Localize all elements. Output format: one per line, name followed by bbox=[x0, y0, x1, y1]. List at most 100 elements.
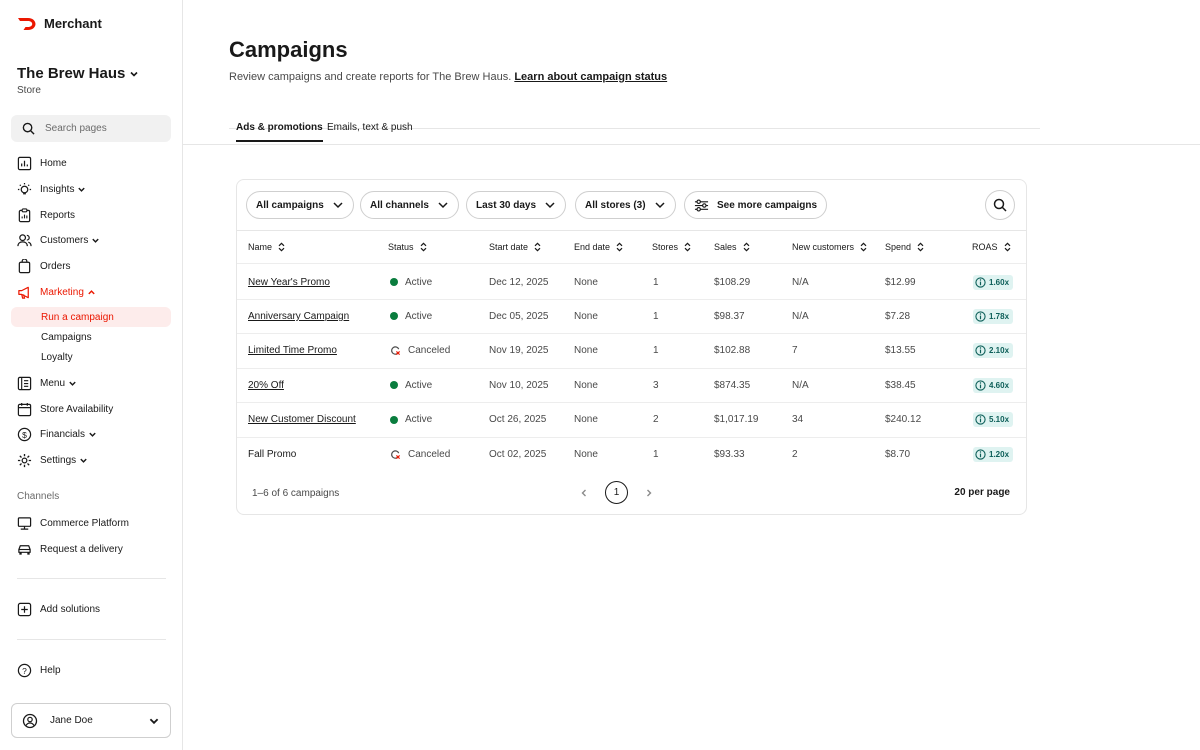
nav-menu[interactable]: Menu bbox=[11, 373, 171, 393]
status-badge: Active bbox=[390, 275, 432, 289]
start-date-cell: Dec 05, 2025 bbox=[489, 309, 549, 323]
roas-badge[interactable]: 5.10x bbox=[973, 412, 1014, 428]
roas-badge[interactable]: 1.20x bbox=[973, 446, 1014, 462]
column-header-sales[interactable]: Sales bbox=[714, 242, 750, 252]
column-header-label: Spend bbox=[885, 242, 912, 252]
end-date-cell: None bbox=[574, 378, 598, 392]
column-header-roas[interactable]: ROAS bbox=[972, 242, 1011, 252]
new-customers-value: N/A bbox=[792, 379, 809, 391]
info-icon bbox=[975, 448, 986, 460]
roas-badge[interactable]: 1.78x bbox=[973, 308, 1014, 324]
chevron-up-icon bbox=[88, 289, 95, 294]
nav-store-availability[interactable]: Store Availability bbox=[11, 399, 171, 419]
canceled-status-icon bbox=[391, 449, 401, 459]
roas-cell: 1.20x bbox=[973, 446, 1014, 462]
campaign-name-link[interactable]: Limited Time Promo bbox=[248, 344, 337, 358]
table-summary: 1–6 of 6 campaigns bbox=[252, 488, 340, 499]
row-divider bbox=[237, 299, 1026, 300]
spend-cell: $7.28 bbox=[885, 309, 910, 323]
chevron-down-icon bbox=[130, 71, 138, 77]
nav-help[interactable]: ? Help bbox=[11, 660, 171, 680]
sales-value: $874.35 bbox=[714, 379, 751, 391]
column-header-stores[interactable]: Stores bbox=[652, 242, 691, 252]
per-page-selector[interactable]: 20 per page bbox=[954, 487, 1010, 498]
start-date-value: Dec 05, 2025 bbox=[489, 310, 549, 322]
learn-campaign-status-link[interactable]: Learn about campaign status bbox=[514, 71, 668, 83]
sales-cell: $102.88 bbox=[714, 344, 750, 358]
active-status-icon bbox=[390, 278, 398, 286]
spend-value: $7.28 bbox=[885, 310, 911, 322]
nav-request-delivery-label: Request a delivery bbox=[40, 543, 123, 555]
new-customers-cell: 7 bbox=[792, 344, 798, 358]
column-header-label: ROAS bbox=[972, 242, 998, 252]
tab-ads-promotions[interactable]: Ads & promotions bbox=[236, 122, 323, 142]
nav-request-delivery[interactable]: Request a delivery bbox=[11, 539, 171, 559]
filter-date-range[interactable]: Last 30 days bbox=[466, 191, 567, 219]
status-badge: Active bbox=[390, 378, 432, 392]
see-more-campaigns-button[interactable]: See more campaigns bbox=[684, 191, 828, 219]
sort-icon bbox=[684, 242, 691, 252]
campaign-name-link[interactable]: Anniversary Campaign bbox=[248, 309, 349, 323]
sort-icon bbox=[534, 242, 541, 252]
nav-customers-label: Customers bbox=[40, 234, 89, 246]
nav-financials[interactable]: $ Financials bbox=[11, 424, 171, 444]
roas-badge[interactable]: 4.60x bbox=[973, 377, 1014, 393]
campaign-name-link[interactable]: 20% Off bbox=[248, 378, 284, 392]
nav-loyalty[interactable]: Loyalty bbox=[41, 351, 73, 363]
filter-channels[interactable]: All channels bbox=[360, 191, 459, 219]
roas-value: 5.10x bbox=[989, 415, 1010, 425]
roas-badge[interactable]: 1.60x bbox=[973, 274, 1014, 290]
end-date-value: None bbox=[574, 310, 598, 322]
campaign-name-link[interactable]: New Customer Discount bbox=[248, 413, 356, 427]
nav-commerce-platform[interactable]: Commerce Platform bbox=[11, 513, 171, 533]
help-icon: ? bbox=[17, 663, 32, 677]
brand[interactable]: Merchant bbox=[17, 16, 102, 31]
search-input[interactable] bbox=[45, 123, 155, 134]
column-header-start-date[interactable]: Start date bbox=[489, 242, 541, 252]
column-header-spend[interactable]: Spend bbox=[885, 242, 924, 252]
user-menu[interactable]: Jane Doe bbox=[11, 703, 171, 738]
nav-run-campaign[interactable]: Run a campaign bbox=[11, 307, 171, 327]
nav-home[interactable]: Home bbox=[11, 153, 171, 173]
page-number-button[interactable]: 1 bbox=[605, 481, 628, 504]
sort-icon bbox=[1004, 242, 1010, 252]
nav-add-solutions[interactable]: Add solutions bbox=[11, 599, 171, 619]
nav-insights[interactable]: Insights bbox=[11, 179, 171, 199]
nav-marketing[interactable]: Marketing bbox=[11, 282, 171, 302]
chevron-right-icon bbox=[647, 489, 652, 496]
pagination: 1 bbox=[577, 481, 656, 504]
campaign-name: New Customer Discount bbox=[248, 414, 356, 426]
sales-cell: $108.29 bbox=[714, 275, 750, 289]
campaign-name-link[interactable]: Fall Promo bbox=[248, 447, 296, 461]
info-icon bbox=[975, 345, 986, 356]
nav-orders[interactable]: Orders bbox=[11, 256, 171, 276]
column-header-name[interactable]: Name bbox=[248, 242, 285, 252]
row-divider bbox=[237, 367, 1026, 369]
customers-icon bbox=[17, 233, 32, 246]
campaign-name-link[interactable]: New Year's Promo bbox=[248, 275, 330, 289]
search-box[interactable] bbox=[11, 115, 171, 142]
nav-customers[interactable]: Customers bbox=[11, 230, 171, 250]
header-divider bbox=[183, 144, 1200, 145]
svg-text:?: ? bbox=[22, 665, 27, 675]
filter-campaigns[interactable]: All campaigns bbox=[246, 191, 354, 219]
tab-emails-text-push[interactable]: Emails, text & push bbox=[327, 122, 413, 133]
sales-value: $108.29 bbox=[714, 276, 751, 288]
prev-page-button[interactable] bbox=[577, 486, 591, 500]
store-switcher[interactable]: The Brew Haus bbox=[17, 65, 139, 82]
column-header-new-customers[interactable]: New customers bbox=[792, 242, 867, 252]
table-search-button[interactable] bbox=[985, 190, 1015, 220]
end-date-cell: None bbox=[574, 309, 598, 323]
nav-reports[interactable]: Reports bbox=[11, 205, 171, 225]
filter-stores[interactable]: All stores (3) bbox=[575, 191, 676, 219]
stores-cell: 1 bbox=[653, 447, 659, 461]
nav-store-availability-label: Store Availability bbox=[40, 403, 114, 415]
menu-book-icon bbox=[17, 376, 32, 390]
nav-settings[interactable]: Settings bbox=[11, 450, 171, 470]
column-header-status[interactable]: Status bbox=[388, 242, 427, 252]
column-header-end-date[interactable]: End date bbox=[574, 242, 623, 252]
nav-campaigns[interactable]: Campaigns bbox=[41, 331, 92, 343]
new-customers-cell: N/A bbox=[792, 378, 809, 392]
next-page-button[interactable] bbox=[642, 486, 656, 500]
roas-badge[interactable]: 2.10x bbox=[973, 343, 1014, 359]
